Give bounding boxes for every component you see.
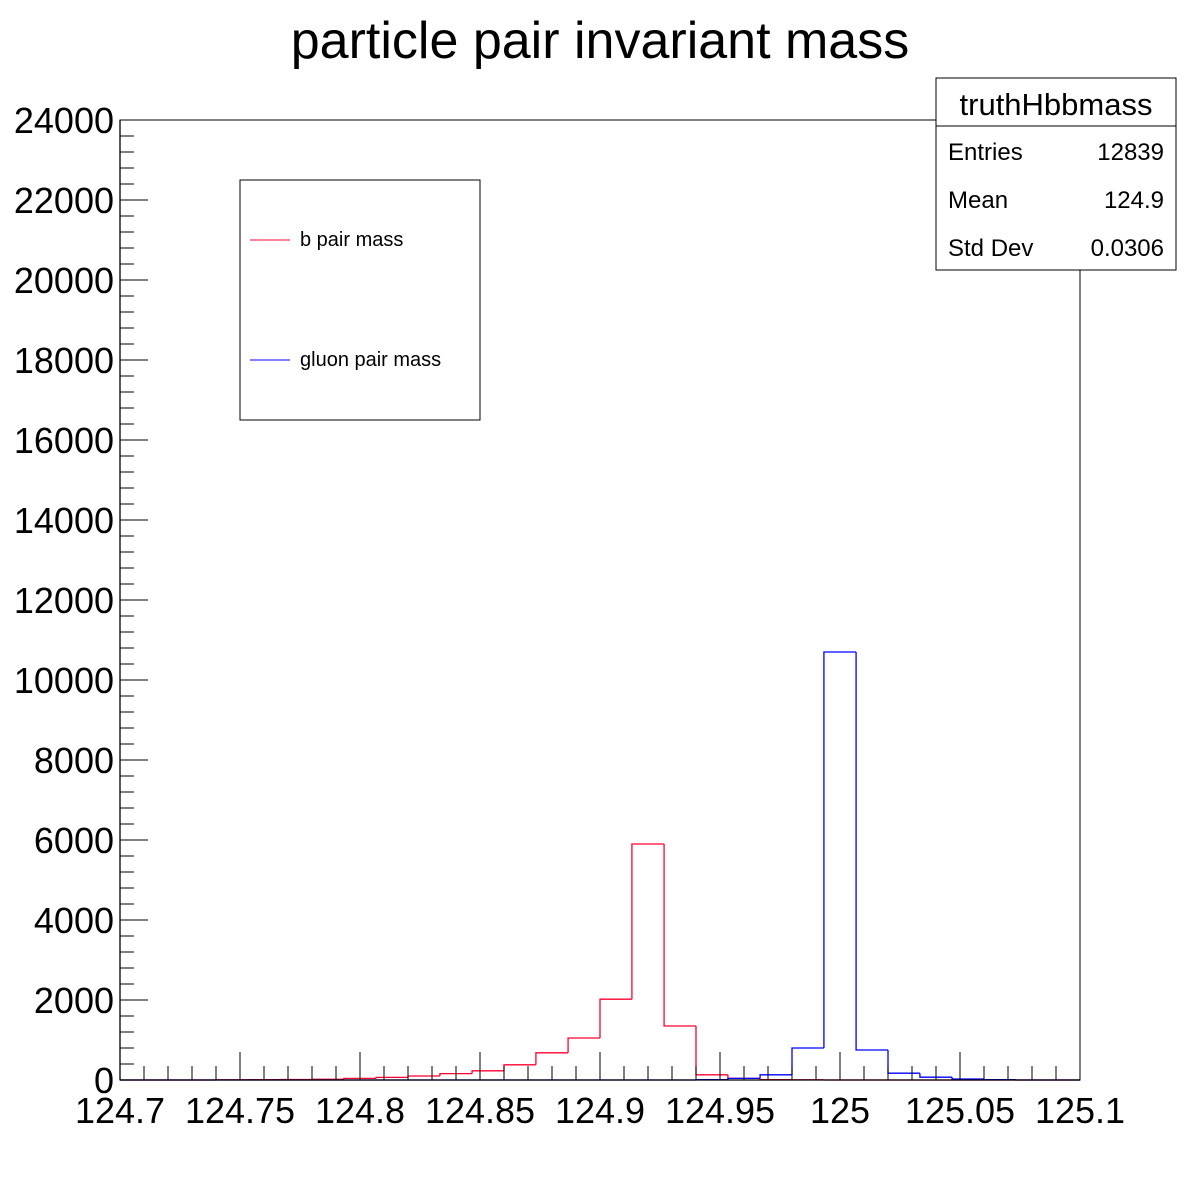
x-tick-label: 125 xyxy=(810,1090,870,1131)
stats-box-title: truthHbbmass xyxy=(960,87,1153,122)
y-tick-label: 14000 xyxy=(14,500,114,541)
x-tick-label: 124.75 xyxy=(185,1090,295,1131)
y-tick-label: 12000 xyxy=(14,580,114,621)
chart-title: particle pair invariant mass xyxy=(291,12,909,70)
legend-frame xyxy=(239,179,481,421)
histogram-bin xyxy=(727,1077,761,1080)
histogram-bin xyxy=(471,1070,504,1074)
x-tick-label: 124.9 xyxy=(555,1090,645,1131)
y-tick-label: 20000 xyxy=(14,260,114,301)
stats-mean-value: 124.9 xyxy=(1104,187,1164,214)
y-tick-label: 6000 xyxy=(34,820,114,861)
histogram-bin xyxy=(663,844,696,1027)
stats-mean-label: Mean xyxy=(948,187,1008,214)
legend-label-b-pair: b pair mass xyxy=(300,229,403,251)
y-tick-label: 10000 xyxy=(14,660,114,701)
y-tick-label: 4000 xyxy=(34,900,114,941)
y-tick-label: 24000 xyxy=(14,100,114,141)
histogram-bin xyxy=(759,1074,792,1079)
y-tick-label: 8000 xyxy=(34,740,114,781)
histogram-bin xyxy=(791,1047,824,1075)
legend: b pair mass gluon pair mass xyxy=(239,179,481,421)
x-tick-label: 125.1 xyxy=(1035,1090,1125,1131)
histogram-bin xyxy=(567,1037,600,1053)
stats-stddev-label: Std Dev xyxy=(948,235,1033,262)
y-tick-label: 18000 xyxy=(14,340,114,381)
stats-box: truthHbbmass Entries 12839 Mean 124.9 St… xyxy=(935,77,1177,271)
histogram-bin xyxy=(535,1052,569,1065)
y-tick-label: 22000 xyxy=(14,180,114,221)
histogram-bin xyxy=(823,651,857,1048)
x-tick-label: 124.8 xyxy=(315,1090,405,1131)
histogram-bin xyxy=(375,1076,408,1079)
histogram-bin xyxy=(343,1077,377,1080)
y-tick-label: 2000 xyxy=(34,980,114,1021)
x-tick-label: 124.7 xyxy=(75,1090,165,1131)
histogram-bin xyxy=(439,1072,473,1076)
stats-entries-label: Entries xyxy=(948,139,1023,166)
x-tick-label: 124.85 xyxy=(425,1090,535,1131)
axes-layer: 0 2000 4000 6000 8000 10000 12000 14000 16000 180… xyxy=(14,100,1125,1131)
histogram-bin xyxy=(951,1077,984,1080)
x-tick-label: 125.05 xyxy=(905,1090,1015,1131)
histogram-bin xyxy=(631,843,665,1000)
y-tick-label: 0 xyxy=(94,1060,114,1101)
x-tick-label: 124.95 xyxy=(665,1090,775,1131)
stats-entries-value: 12839 xyxy=(1097,139,1164,166)
y-tick-label: 16000 xyxy=(14,420,114,461)
histogram-bin xyxy=(919,1073,953,1078)
histogram-bin xyxy=(855,652,888,1051)
histogram-bin xyxy=(599,998,632,1038)
legend-label-gluon-pair: gluon pair mass xyxy=(300,349,441,371)
stats-box-frame xyxy=(935,77,1177,271)
stats-stddev-value: 0.0306 xyxy=(1091,235,1164,262)
